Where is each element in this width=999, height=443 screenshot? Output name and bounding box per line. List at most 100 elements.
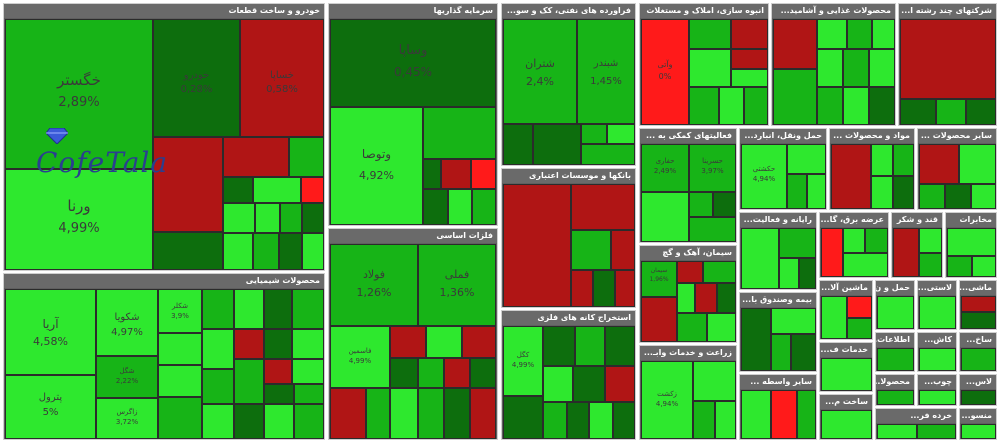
- tile[interactable]: [919, 348, 956, 371]
- tile[interactable]: [423, 189, 448, 225]
- tile[interactable]: [971, 184, 996, 209]
- tile[interactable]: [871, 144, 893, 176]
- tile[interactable]: [961, 312, 996, 329]
- tile[interactable]: [202, 289, 234, 329]
- tile[interactable]: [593, 270, 615, 307]
- tile[interactable]: [843, 87, 869, 125]
- tile[interactable]: [302, 233, 324, 270]
- tile[interactable]: [292, 289, 324, 329]
- tile[interactable]: [877, 390, 914, 405]
- tile[interactable]: [847, 318, 872, 339]
- tile[interactable]: [877, 348, 914, 371]
- tile[interactable]: [543, 366, 573, 402]
- tile[interactable]: [817, 87, 843, 125]
- tile[interactable]: [693, 401, 715, 439]
- tile[interactable]: [223, 177, 253, 203]
- tile-kegol[interactable]: کگل 4,99%: [503, 326, 543, 396]
- tile[interactable]: [158, 397, 202, 439]
- tile-vtoosa[interactable]: وتوصا 4,92%: [330, 107, 423, 225]
- tile[interactable]: [689, 217, 736, 242]
- tile[interactable]: [919, 296, 956, 329]
- tile[interactable]: [936, 99, 966, 125]
- tile-simaan[interactable]: سیمان 1,96%: [641, 261, 677, 297]
- tile[interactable]: [872, 19, 895, 49]
- sector-transport-2[interactable]: حمل و ن...: [875, 280, 915, 330]
- tile-khodro[interactable]: خودرو 0,28%: [153, 19, 240, 137]
- tile[interactable]: [689, 49, 731, 87]
- tile[interactable]: [158, 365, 202, 397]
- tile[interactable]: [703, 261, 736, 283]
- tile[interactable]: [581, 124, 607, 144]
- sector-cement[interactable]: سیمان، آهک و گچ سیمان 1,96%: [639, 245, 737, 343]
- tile[interactable]: [641, 192, 689, 242]
- tile[interactable]: [717, 283, 736, 313]
- tile[interactable]: [893, 144, 914, 176]
- tile[interactable]: [787, 144, 826, 174]
- tile[interactable]: [390, 388, 418, 439]
- tile[interactable]: [294, 384, 324, 404]
- tile[interactable]: [423, 159, 441, 189]
- tile[interactable]: [779, 228, 816, 258]
- tile[interactable]: [869, 87, 895, 125]
- tile[interactable]: [234, 329, 264, 359]
- tile[interactable]: [605, 366, 635, 402]
- tile[interactable]: [301, 177, 324, 203]
- tile[interactable]: [264, 384, 294, 404]
- tile[interactable]: [264, 329, 292, 359]
- tile[interactable]: [900, 19, 996, 99]
- tile[interactable]: [821, 410, 872, 439]
- sector-food[interactable]: محصولات غذایی و آشامید...: [771, 3, 896, 126]
- tile[interactable]: [791, 334, 816, 371]
- tile[interactable]: [279, 233, 302, 270]
- tile-arya[interactable]: آریا 4,58%: [5, 289, 96, 375]
- sector-multi-industry[interactable]: شرکتهای چند رشته ا...: [898, 3, 997, 126]
- sector-retail[interactable]: خرده فر...: [875, 408, 957, 440]
- tile[interactable]: [234, 359, 264, 404]
- tile-shebandar[interactable]: شبندر 1,45%: [577, 19, 635, 124]
- tile[interactable]: [153, 232, 223, 270]
- tile[interactable]: [289, 137, 324, 177]
- tile[interactable]: [919, 144, 959, 184]
- tile[interactable]: [865, 228, 888, 253]
- tile[interactable]: [731, 69, 768, 87]
- tile[interactable]: [787, 174, 807, 209]
- tile-zekesht[interactable]: زکشت 4,94%: [641, 361, 693, 439]
- tile[interactable]: [223, 233, 253, 270]
- tile[interactable]: [843, 253, 888, 277]
- tile[interactable]: [847, 296, 872, 318]
- tile[interactable]: [641, 297, 677, 342]
- tile[interactable]: [797, 390, 816, 439]
- tile[interactable]: [607, 124, 635, 144]
- tile[interactable]: [503, 396, 543, 439]
- tile[interactable]: [771, 308, 816, 334]
- tile[interactable]: [605, 326, 635, 366]
- tile[interactable]: [571, 270, 593, 307]
- tile[interactable]: [366, 388, 390, 439]
- sector-transport[interactable]: حمل ونقل، انبارد... حکشتی 4,94%: [739, 128, 827, 210]
- tile[interactable]: [817, 19, 847, 49]
- tile[interactable]: [444, 388, 470, 439]
- tile[interactable]: [919, 390, 956, 405]
- tile[interactable]: [575, 326, 605, 366]
- sector-mining[interactable]: استخراج کانه های فلزی کگل 4,99%: [501, 310, 636, 440]
- tile[interactable]: [448, 189, 472, 225]
- tile-petrol[interactable]: پترول 5%: [5, 375, 96, 439]
- tile[interactable]: [470, 358, 496, 388]
- tile[interactable]: [330, 388, 366, 439]
- sector-textiles[interactable]: منسو...: [959, 408, 997, 440]
- sector-information[interactable]: اطلاعات...: [875, 332, 915, 372]
- tile[interactable]: [779, 258, 799, 289]
- tile[interactable]: [426, 326, 462, 358]
- tile[interactable]: [677, 261, 703, 283]
- tile[interactable]: [223, 203, 255, 233]
- tile-kavaramin[interactable]: فاسمین 4,99%: [330, 326, 390, 388]
- tile[interactable]: [831, 144, 871, 209]
- tile[interactable]: [741, 390, 771, 439]
- sector-wood[interactable]: چوب...: [917, 374, 957, 406]
- tile[interactable]: [302, 203, 324, 233]
- tile[interactable]: [719, 87, 744, 125]
- tile[interactable]: [695, 283, 717, 313]
- tile[interactable]: [773, 19, 817, 69]
- sector-construction-2[interactable]: ساخت م...: [819, 394, 873, 440]
- tile-khsapa[interactable]: خساپا 0,58%: [240, 19, 324, 137]
